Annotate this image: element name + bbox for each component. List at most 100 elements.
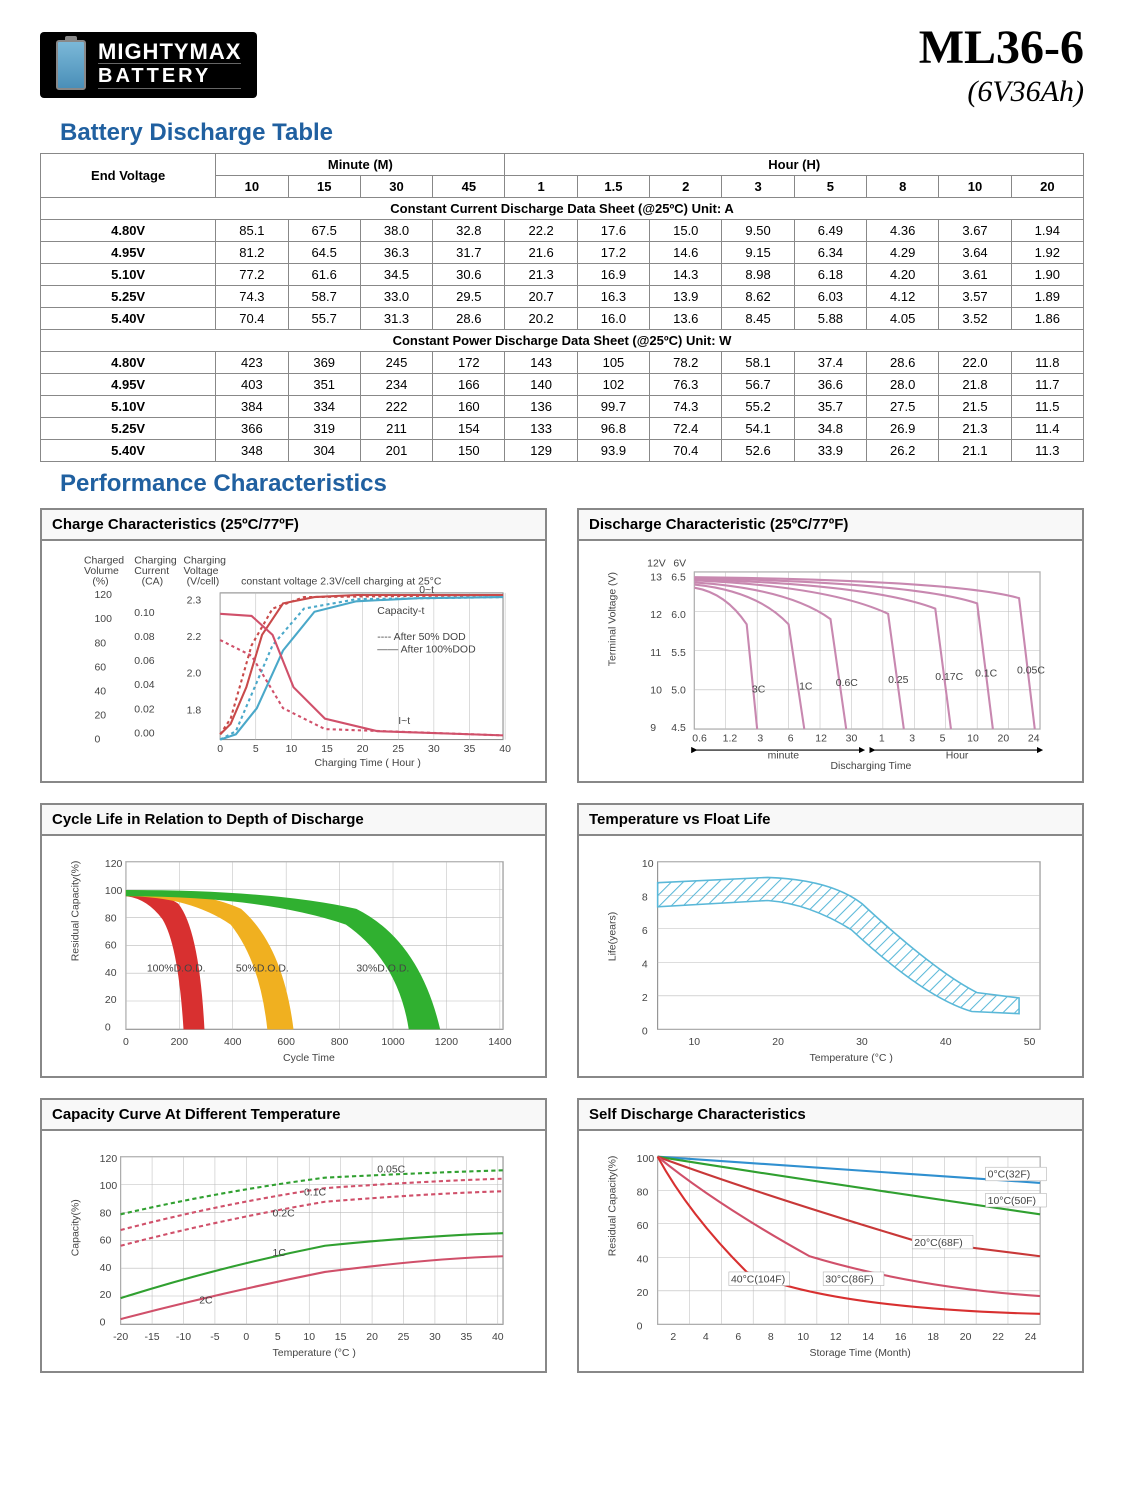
data-cell: 67.5 [288, 220, 360, 242]
svg-text:Temperature (°C ): Temperature (°C ) [273, 1348, 356, 1359]
data-cell: 11.5 [1011, 396, 1083, 418]
data-cell: 6.03 [794, 286, 866, 308]
data-cell: 93.9 [577, 440, 649, 462]
data-cell: 16.9 [577, 264, 649, 286]
svg-text:0.6: 0.6 [692, 734, 707, 745]
svg-text:0.1C: 0.1C [304, 1187, 327, 1198]
data-cell: 1.90 [1011, 264, 1083, 286]
svg-text:20: 20 [105, 995, 117, 1006]
svg-text:20: 20 [366, 1332, 378, 1343]
svg-text:---- After 50% DOD: ---- After 50% DOD [377, 632, 466, 643]
svg-text:12: 12 [830, 1332, 842, 1343]
svg-text:10: 10 [286, 744, 298, 755]
data-cell: 17.2 [577, 242, 649, 264]
data-cell: 28.6 [867, 352, 939, 374]
svg-text:6.0: 6.0 [671, 610, 686, 621]
chart-cap-temp-title: Capacity Curve At Different Temperature [42, 1100, 545, 1131]
data-cell: 11.3 [1011, 440, 1083, 462]
svg-text:100: 100 [637, 1154, 655, 1165]
data-cell: 160 [433, 396, 505, 418]
svg-text:60: 60 [94, 662, 106, 673]
chart-temp-float-title: Temperature vs Float Life [579, 805, 1082, 836]
discharge-table: End Voltage Minute (M) Hour (H) 10153045… [40, 153, 1084, 462]
svg-text:Residual Capacity(%): Residual Capacity(%) [71, 861, 82, 962]
svg-text:15: 15 [335, 1332, 347, 1343]
svg-text:50%D.O.D.: 50%D.O.D. [236, 964, 289, 975]
svg-text:Life(years): Life(years) [608, 912, 619, 961]
svg-text:30°C(86F): 30°C(86F) [825, 1274, 873, 1285]
data-cell: 30.6 [433, 264, 505, 286]
svg-text:-20: -20 [113, 1332, 128, 1343]
data-cell: 222 [360, 396, 432, 418]
data-cell: 11.7 [1011, 374, 1083, 396]
data-cell: 20.7 [505, 286, 577, 308]
voltage-label: 5.25V [41, 418, 216, 440]
model-number: ML36-6 [919, 20, 1084, 75]
data-cell: 74.3 [650, 396, 722, 418]
data-cell: 16.0 [577, 308, 649, 330]
battery-icon [56, 40, 86, 90]
svg-text:Charging Time ( Hour ): Charging Time ( Hour ) [314, 758, 420, 769]
logo-text-top: MIGHTYMAX [98, 41, 241, 63]
voltage-label: 5.10V [41, 264, 216, 286]
svg-text:40: 40 [94, 687, 106, 698]
svg-text:40: 40 [940, 1037, 952, 1048]
svg-text:12V: 12V [647, 559, 666, 570]
data-cell: 1.86 [1011, 308, 1083, 330]
data-cell: 34.5 [360, 264, 432, 286]
svg-text:40: 40 [105, 968, 117, 979]
data-cell: 27.5 [867, 396, 939, 418]
svg-text:60: 60 [105, 941, 117, 952]
data-cell: 36.3 [360, 242, 432, 264]
end-voltage-header: End Voltage [41, 154, 216, 198]
chart-temp-float: Temperature vs Float Life Life(years) 10… [577, 803, 1084, 1078]
svg-text:8: 8 [768, 1332, 774, 1343]
data-cell: 55.2 [722, 396, 794, 418]
data-cell: 166 [433, 374, 505, 396]
svg-text:1: 1 [879, 734, 885, 745]
svg-text:25: 25 [392, 744, 404, 755]
svg-text:0.1C: 0.1C [975, 669, 998, 680]
svg-text:100%D.O.D.: 100%D.O.D. [147, 964, 206, 975]
data-cell: 4.29 [867, 242, 939, 264]
svg-text:0: 0 [637, 1322, 643, 1333]
svg-text:0: 0 [105, 1022, 111, 1033]
svg-text:40: 40 [492, 1332, 504, 1343]
svg-text:10°C(50F): 10°C(50F) [988, 1196, 1036, 1207]
svg-text:Residual Capacity(%): Residual Capacity(%) [608, 1156, 619, 1257]
data-cell: 11.4 [1011, 418, 1083, 440]
data-cell: 34.8 [794, 418, 866, 440]
data-cell: 234 [360, 374, 432, 396]
data-cell: 54.1 [722, 418, 794, 440]
data-cell: 140 [505, 374, 577, 396]
brand-logo: MIGHTYMAX BATTERY [40, 32, 257, 98]
data-cell: 74.3 [216, 286, 288, 308]
voltage-label: 5.40V [41, 440, 216, 462]
svg-text:10: 10 [650, 685, 662, 696]
data-cell: 55.7 [288, 308, 360, 330]
col-header: 10 [216, 176, 288, 198]
svg-text:20: 20 [772, 1037, 784, 1048]
data-cell: 31.7 [433, 242, 505, 264]
svg-text:10: 10 [303, 1332, 315, 1343]
data-cell: 384 [216, 396, 288, 418]
svg-text:6: 6 [735, 1332, 741, 1343]
svg-text:100: 100 [100, 1181, 118, 1192]
data-cell: 13.9 [650, 286, 722, 308]
svg-text:0.2C: 0.2C [273, 1208, 296, 1219]
svg-text:18: 18 [927, 1332, 939, 1343]
data-cell: 14.3 [650, 264, 722, 286]
data-cell: 61.6 [288, 264, 360, 286]
svg-text:30: 30 [856, 1037, 868, 1048]
svg-text:0.08: 0.08 [134, 632, 155, 643]
svg-text:I~t: I~t [398, 716, 410, 727]
data-cell: 9.15 [722, 242, 794, 264]
col-header: 15 [288, 176, 360, 198]
data-cell: 129 [505, 440, 577, 462]
data-cell: 32.8 [433, 220, 505, 242]
data-cell: 105 [577, 352, 649, 374]
svg-text:14: 14 [862, 1332, 874, 1343]
voltage-label: 4.95V [41, 374, 216, 396]
svg-text:Volume: Volume [84, 566, 119, 577]
svg-text:40: 40 [100, 1263, 112, 1274]
